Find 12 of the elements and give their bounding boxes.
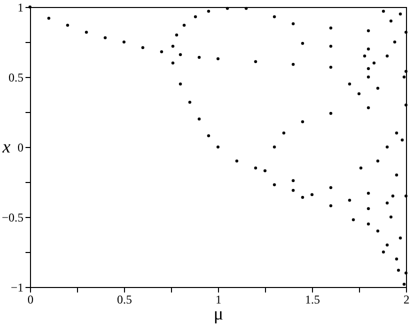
y-tick-label: 0: [18, 140, 24, 154]
y-tick-label: −0.5: [2, 210, 24, 224]
x-tick-label: 1.5: [305, 292, 320, 306]
x-tick-label: 2: [404, 292, 410, 306]
y-tick-label: −1: [10, 280, 24, 294]
y-tick-label: 1: [18, 0, 24, 14]
x-axis-title: μ: [214, 304, 224, 324]
y-axis-title: x: [2, 136, 10, 156]
x-tick-label: 1: [216, 292, 222, 306]
y-tick-label: 0.5: [8, 70, 24, 84]
x-tick-label: 0: [28, 292, 34, 306]
x-tick-label: 0.5: [117, 292, 132, 306]
